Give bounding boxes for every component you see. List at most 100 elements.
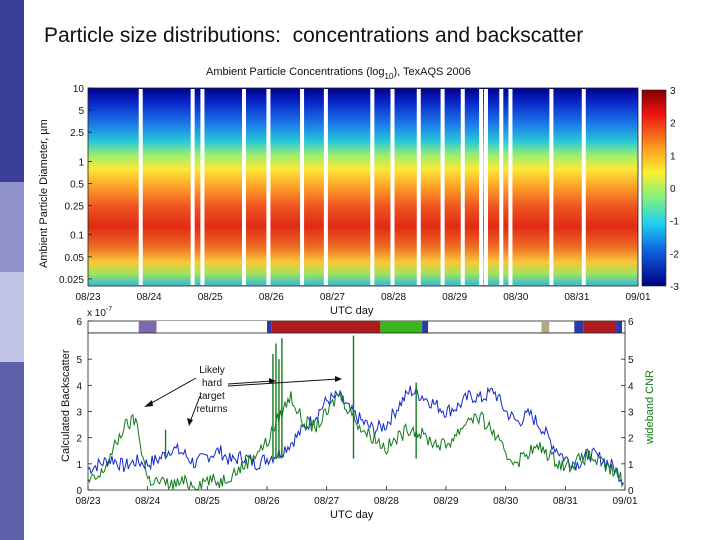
line-y2-tick-3: 3 [628,408,634,419]
heatmap-x-tick-0: 08/23 [75,292,100,303]
heatmap-gap-6 [323,89,328,285]
heatmap-y-tick-1: 5 [78,106,84,117]
annotation-arrow-right [227,380,273,385]
flag-segment-5 [422,321,429,333]
sidebar-block-2 [0,182,24,272]
line-x-tick-5: 08/28 [374,496,399,507]
heatmap-x-tick-8: 08/31 [564,292,589,303]
heatmap-gap-2 [200,89,205,285]
colorbar-tick-1: 2 [670,119,676,130]
heatmap-x-tick-4: 08/27 [320,292,345,303]
line-y-tick-3: 3 [76,408,82,419]
line-x-tick-8: 08/31 [553,496,578,507]
line-x-tick-0: 08/23 [75,496,100,507]
annotation-arrowhead-down [187,418,193,426]
line-y-label: Calculated Backscatter [60,349,72,462]
heatmap-y-tick-8: 0.025 [59,275,84,286]
flag-segment-8 [583,321,617,333]
flag-segment-7 [574,321,584,333]
heatmap-gap-14 [499,89,504,285]
heatmap-field [88,88,638,286]
line-x-tick-7: 08/30 [493,496,518,507]
heatmap-x-tick-1: 08/24 [137,292,162,303]
line-y-tick-4: 4 [76,381,82,392]
heatmap-y-tick-2: 2.5 [70,128,84,139]
heatmap-x-tick-2: 08/25 [198,292,223,303]
line-y-ticks: 0 1 2 3 4 5 6 [76,317,92,497]
heatmap-y-tick-3: 1 [78,157,84,168]
colorbar-tick-2: 1 [670,151,676,162]
line-y2-tick-0: 0 [628,486,634,497]
line-y-tick-1: 1 [76,460,82,471]
colorbar-ticks: 3 2 1 0 -1 -2 -3 [670,86,679,293]
heatmap-gap-8 [390,89,395,285]
annotation-line-1: Likely [199,365,225,376]
line-x-tick-3: 08/26 [254,496,279,507]
flag-segment-9 [616,321,623,333]
heatmap-gap-12 [479,89,484,285]
annotation-arrow-mid [227,378,339,387]
y-exponent-label: x 10-7 [87,306,112,319]
flag-segment-3 [271,321,381,333]
slide-sidebar [0,0,24,540]
heatmap-gap-15 [508,89,513,285]
line-x-tick-6: 08/29 [433,496,458,507]
heatmap-x-tick-6: 08/29 [442,292,467,303]
heatmap-x-label: UTC day [330,305,374,317]
line-y-tick-0: 0 [76,486,82,497]
heatmap-x-tick-9: 09/01 [625,292,650,303]
line-x-tick-4: 08/27 [314,496,339,507]
heatmap-gap-3 [242,89,246,285]
colorbar-tick-3: 0 [670,184,676,195]
flag-segment-1 [156,321,267,333]
colorbar-tick-5: -2 [670,249,679,260]
flag-segment-2 [267,321,272,333]
heatmap-y-tick-6: 0.1 [70,231,84,242]
annotation-arrowhead-left [144,400,153,407]
line-y2-tick-4: 4 [628,381,634,392]
flag-segment-4 [380,321,423,333]
heatmap-data-gaps [138,89,586,285]
line-plot-area [87,332,626,491]
annotation-line-2: hard [202,378,222,389]
sidebar-block-3 [0,272,24,362]
heatmap-gap-11 [460,89,465,285]
line-y2-tick-1: 1 [628,460,634,471]
line-y2-tick-2: 2 [628,434,634,445]
colorbar [641,89,667,287]
heatmap-gap-1 [190,89,195,285]
heatmap-gap-0 [138,89,143,285]
line-y-tick-6: 6 [76,317,82,328]
heatmap-title: Ambient Particle Concentrations (log10),… [206,66,471,81]
sidebar-block-4 [0,362,24,540]
annotation-arrow-left [147,377,197,406]
line-y2-ticks: 0 1 2 3 4 5 6 [621,317,634,497]
heatmap-x-ticks: 08/23 08/24 08/25 08/26 08/27 08/28 08/29 08/30… [75,292,650,303]
line-y2-tick-5: 5 [628,355,634,366]
heatmap-x-tick-3: 08/26 [259,292,284,303]
heatmap-panel: Ambient Particle Concentrations (log10),… [38,66,679,317]
line-series [87,335,624,491]
colorbar-tick-4: -1 [670,217,679,228]
heatmap-gap-4 [266,89,271,285]
annotation-arrowhead-mid [335,376,342,382]
line-x-tick-1: 08/24 [135,496,160,507]
annotation-arrowhead-right [269,378,276,384]
flag-bar [138,321,623,333]
annotation-line-4: returns [196,404,227,415]
line-x-tick-9: 09/01 [612,496,637,507]
line-y-tick-5: 5 [76,355,82,366]
heatmap-gap-5 [300,89,305,285]
heatmap-gap-13 [484,89,488,285]
series-line-0 [87,385,624,485]
annotation-arrow-down [189,395,201,423]
heatmap-gap-7 [370,89,375,285]
heatmap-gap-10 [440,89,445,285]
sidebar-block-1 [0,0,24,182]
series-line-1 [87,391,624,491]
hard-target-annotation: Likely hard target returns [144,365,342,426]
line-x-tick-2: 08/25 [195,496,220,507]
heatmap-y-tick-7: 0.05 [65,253,85,264]
line-y2-label: wideband CNR [644,370,656,445]
